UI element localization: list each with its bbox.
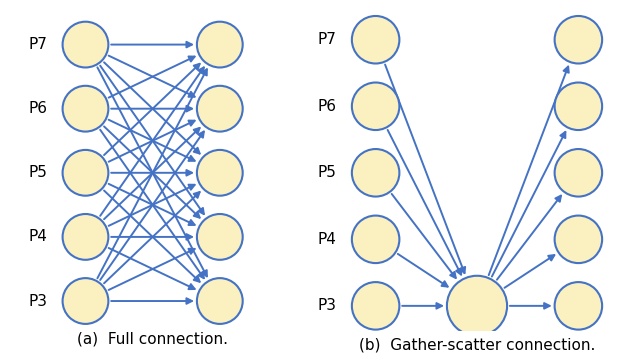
Text: (a)  Full connection.: (a) Full connection. [77, 332, 228, 347]
Text: P5: P5 [317, 165, 336, 180]
Text: P4: P4 [317, 232, 336, 247]
Text: P3: P3 [29, 293, 47, 309]
Circle shape [555, 149, 602, 197]
Circle shape [352, 149, 399, 197]
Circle shape [62, 278, 108, 324]
Circle shape [197, 86, 243, 132]
Circle shape [555, 16, 602, 63]
Circle shape [352, 82, 399, 130]
Circle shape [555, 82, 602, 130]
Text: P7: P7 [29, 37, 47, 52]
Text: (b)  Gather-scatter connection.: (b) Gather-scatter connection. [359, 338, 595, 352]
Circle shape [447, 276, 507, 336]
Circle shape [62, 150, 108, 196]
Circle shape [555, 216, 602, 263]
Text: P7: P7 [317, 32, 336, 47]
Circle shape [197, 214, 243, 260]
Circle shape [62, 214, 108, 260]
Circle shape [197, 150, 243, 196]
Circle shape [352, 16, 399, 63]
Circle shape [555, 282, 602, 330]
Text: P4: P4 [29, 229, 47, 244]
Circle shape [352, 216, 399, 263]
Text: P6: P6 [29, 101, 47, 116]
Text: P5: P5 [29, 165, 47, 180]
Circle shape [197, 22, 243, 67]
Circle shape [62, 22, 108, 67]
Text: P3: P3 [317, 298, 336, 313]
Circle shape [352, 282, 399, 330]
Text: P6: P6 [317, 99, 336, 114]
Circle shape [197, 278, 243, 324]
Circle shape [62, 86, 108, 132]
